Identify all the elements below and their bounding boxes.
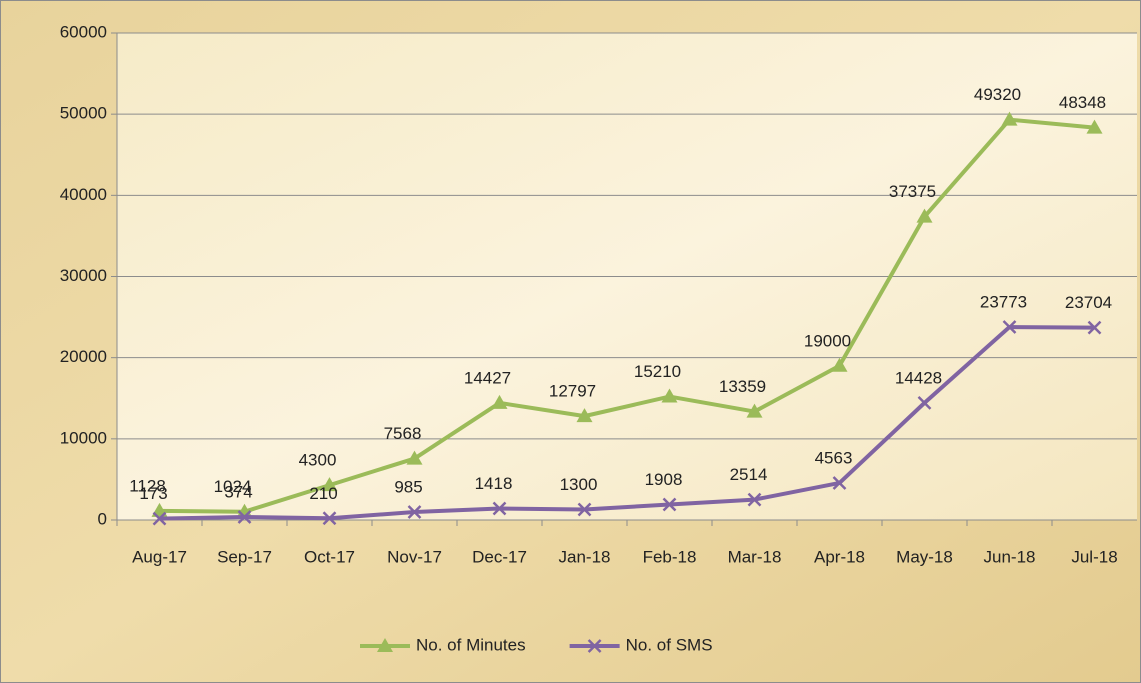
data-label: 1300 — [560, 475, 598, 494]
x-tick-label: Nov-17 — [387, 547, 442, 566]
y-tick-label: 50000 — [60, 104, 107, 123]
data-label: 19000 — [804, 331, 851, 350]
point-marker — [152, 511, 167, 526]
y-tick-label: 20000 — [60, 347, 107, 366]
data-label: 4563 — [815, 448, 853, 467]
y-tick-label: 10000 — [60, 428, 107, 447]
point-marker — [916, 208, 933, 223]
legend-label: No. of SMS — [626, 635, 713, 654]
x-tick-label: May-18 — [896, 547, 953, 566]
data-label: 1128 — [129, 476, 166, 495]
legend-label: No. of Minutes — [416, 635, 526, 654]
x-tick-label: Jun-18 — [984, 547, 1036, 566]
data-label: 23704 — [1065, 293, 1112, 312]
x-tick-label: Mar-18 — [728, 547, 782, 566]
legend-marker — [587, 639, 602, 653]
point-marker — [492, 501, 507, 516]
series-line — [159, 325, 1095, 521]
x-tick-label: Jan-18 — [559, 547, 611, 566]
legend-marker — [377, 638, 393, 652]
point-marker — [576, 408, 593, 423]
point-marker — [577, 502, 592, 517]
data-label: 374 — [224, 482, 252, 501]
y-tick-label: 40000 — [60, 185, 107, 204]
y-tick-label: 0 — [98, 509, 107, 528]
data-label: 173 — [139, 484, 167, 503]
y-tick-label: 30000 — [60, 266, 107, 285]
point-marker — [1002, 320, 1017, 334]
point-marker — [1086, 119, 1103, 134]
point-marker — [491, 394, 508, 409]
data-label: 4300 — [299, 451, 337, 470]
data-label: 37375 — [889, 182, 936, 201]
point-marker — [321, 477, 338, 492]
data-label: 12797 — [549, 382, 596, 401]
point-marker — [917, 396, 932, 410]
data-label: 23773 — [980, 293, 1027, 312]
data-label: 210 — [309, 484, 337, 503]
data-label: 49320 — [974, 85, 1021, 104]
data-label: 7568 — [384, 424, 422, 443]
data-label: 1024 — [214, 477, 252, 496]
x-tick-label: Aug-17 — [132, 547, 187, 566]
point-marker — [237, 510, 252, 524]
data-label: 1908 — [645, 470, 683, 489]
point-marker — [322, 511, 337, 526]
point-marker — [746, 403, 763, 418]
data-label: 2514 — [730, 465, 768, 484]
data-label: 14428 — [895, 368, 942, 387]
point-marker — [406, 450, 423, 465]
point-marker — [831, 357, 848, 372]
point-marker — [1087, 320, 1102, 335]
point-marker — [407, 505, 422, 519]
data-label: 15210 — [634, 362, 681, 381]
x-tick-label: Oct-17 — [304, 547, 355, 566]
data-label: 13359 — [719, 377, 766, 396]
point-marker — [1001, 111, 1018, 126]
y-tick-label: 60000 — [60, 22, 107, 41]
data-label: 48348 — [1059, 93, 1106, 112]
point-marker — [661, 388, 678, 403]
x-tick-label: Jul-18 — [1071, 547, 1117, 566]
point-marker — [662, 497, 677, 512]
x-tick-label: Feb-18 — [643, 547, 697, 566]
series-line — [159, 117, 1095, 514]
point-marker — [747, 492, 762, 507]
x-tick-label: Apr-18 — [814, 547, 865, 566]
data-label: 14427 — [464, 368, 511, 387]
data-label: 985 — [394, 477, 422, 496]
x-tick-label: Dec-17 — [472, 547, 527, 566]
data-label: 1418 — [475, 474, 513, 493]
point-marker — [832, 476, 847, 490]
x-tick-label: Sep-17 — [217, 547, 272, 566]
